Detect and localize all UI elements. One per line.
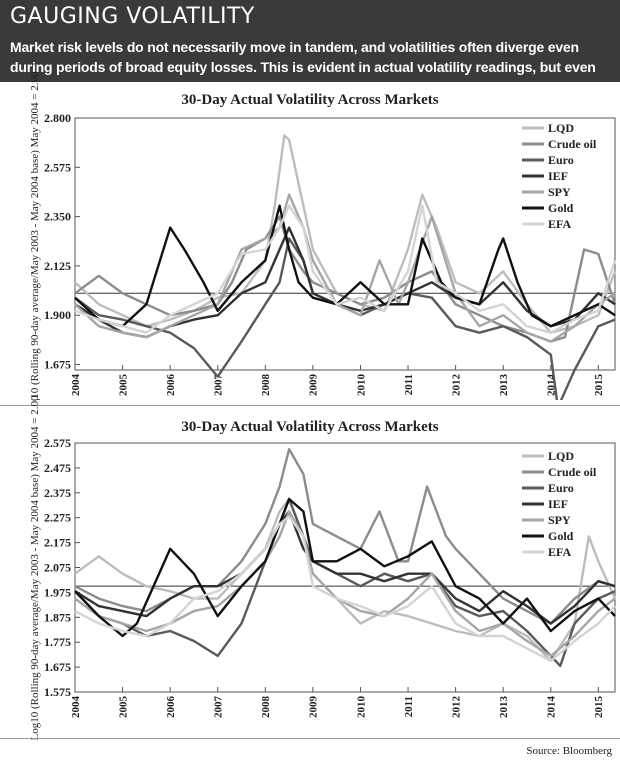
chart2-x-tick-label: 2014 xyxy=(546,696,558,719)
chart2-y-tick-label: 1.775 xyxy=(44,635,71,649)
chart2-legend-label: SPY xyxy=(548,513,571,527)
chart2-x-tick-label: 2011 xyxy=(403,696,415,717)
chart-1: 2.8002.5752.3502.1251.9001.6751.45020042… xyxy=(29,71,617,400)
chart2-y-tick-label: 2.175 xyxy=(44,536,71,550)
chart-1-title: 30-Day Actual Volatility Across Markets xyxy=(181,92,439,108)
header-banner: GAUGING VOLATILITY Market risk levels do… xyxy=(0,0,620,95)
chart1-x-tick-label: 2009 xyxy=(308,374,320,397)
footer-divider xyxy=(0,738,620,739)
chart2-x-tick-label: 2010 xyxy=(355,696,367,719)
chart1-x-tick-label: 2004 xyxy=(70,374,82,397)
chart2-x-tick-label: 2012 xyxy=(450,696,462,719)
chart1-x-tick-label: 2013 xyxy=(498,374,510,397)
chart1-x-tick-label: 2011 xyxy=(403,374,415,395)
chart1-x-tick-label: 2008 xyxy=(260,374,272,397)
chart2-x-tick-label: 2008 xyxy=(260,696,272,719)
chart1-x-tick-label: 2010 xyxy=(355,374,367,397)
chart-2: 2.575 2.475 2.375 2.275 2.175 2.075 1.975 1.875… xyxy=(29,395,617,740)
chart2-legend-label: IEF xyxy=(548,497,568,511)
chart2-series-line-efa xyxy=(74,515,616,663)
chart2-y-tick-label: 2.275 xyxy=(44,511,71,525)
chart2-x-tick-label: 2007 xyxy=(213,696,225,719)
chart1-y-tick-label: 2.350 xyxy=(44,210,71,224)
chart2-x-tick-label: 2005 xyxy=(117,696,129,719)
chart1-legend-label: Gold xyxy=(548,201,574,215)
chart2-legend-label: Gold xyxy=(548,529,574,543)
chart2-y-tick-label: 1.975 xyxy=(44,585,71,599)
chart2-y-tick-label: 2.075 xyxy=(44,561,71,575)
chart-divider xyxy=(0,405,620,406)
chart1-y-axis-label: Log10 (Rolling 90-day average/May 2003 -… xyxy=(29,71,41,400)
chart2-x-tick-label: 2009 xyxy=(308,696,320,719)
chart2-legend-label: Euro xyxy=(548,481,574,495)
chart2-y-tick-label: 2.375 xyxy=(44,486,71,500)
chart2-y-tick-label: 1.575 xyxy=(44,685,71,699)
chart1-x-tick-label: 2005 xyxy=(117,374,129,397)
chart1-legend-label: SPY xyxy=(548,185,571,199)
chart1-plot-frame xyxy=(74,117,616,371)
chart2-y-tick-label: 2.575 xyxy=(44,436,71,450)
chart2-x-tick-label: 2015 xyxy=(593,696,605,719)
chart1-series-line-efa xyxy=(74,204,617,334)
chart1-legend-label: EFA xyxy=(548,217,571,231)
chart2-legend-label: EFA xyxy=(548,545,571,559)
chart2-legend-label: Crude oil xyxy=(548,465,597,479)
chart2-y-tick-label: 1.875 xyxy=(44,610,71,624)
chart2-plot-frame xyxy=(74,442,616,693)
chart2-y-tick-label: 2.475 xyxy=(44,461,71,475)
chart2-series-line-spy xyxy=(74,510,616,658)
chart1-y-tick-label: 2.800 xyxy=(44,111,71,125)
chart2-x-tick-label: 2004 xyxy=(70,696,82,719)
chart2-y-tick-label: 1.675 xyxy=(44,660,71,674)
chart1-legend-label: LQD xyxy=(548,121,574,135)
chart-2-title: 30-Day Actual Volatility Across Markets xyxy=(181,419,439,435)
chart2-x-tick-label: 2006 xyxy=(165,696,177,719)
chart1-x-tick-label: 2012 xyxy=(450,374,462,397)
chart1-legend-label: Euro xyxy=(548,153,574,167)
chart1-legend-label: Crude oil xyxy=(548,137,597,151)
chart1-legend-label: IEF xyxy=(548,169,568,183)
chart2-legend-label: LQD xyxy=(548,449,574,463)
chart1-y-tick-label: 1.900 xyxy=(44,308,71,322)
chart1-x-tick-label: 2007 xyxy=(213,374,225,397)
chart1-y-tick-label: 1.675 xyxy=(44,358,71,372)
chart1-x-tick-label: 2015 xyxy=(593,374,605,397)
source-note: Source: Bloomberg xyxy=(526,745,612,757)
chart2-y-axis-label: Log10 (Rolling 90-day average/May 2003 -… xyxy=(29,395,41,740)
page-title: GAUGING VOLATILITY xyxy=(10,4,255,29)
chart1-series-line-lqd xyxy=(74,134,617,334)
chart1-y-tick-label: 2.125 xyxy=(44,259,71,273)
chart1-x-tick-label: 2006 xyxy=(165,374,177,397)
chart2-series-line-gold xyxy=(74,497,616,638)
chart1-y-tick-label: 2.575 xyxy=(44,160,71,174)
chart2-x-tick-label: 2013 xyxy=(498,696,510,719)
page-subtitle: Market risk levels do not necessarily mo… xyxy=(10,39,596,95)
chart1-series-line-gold xyxy=(74,204,616,328)
